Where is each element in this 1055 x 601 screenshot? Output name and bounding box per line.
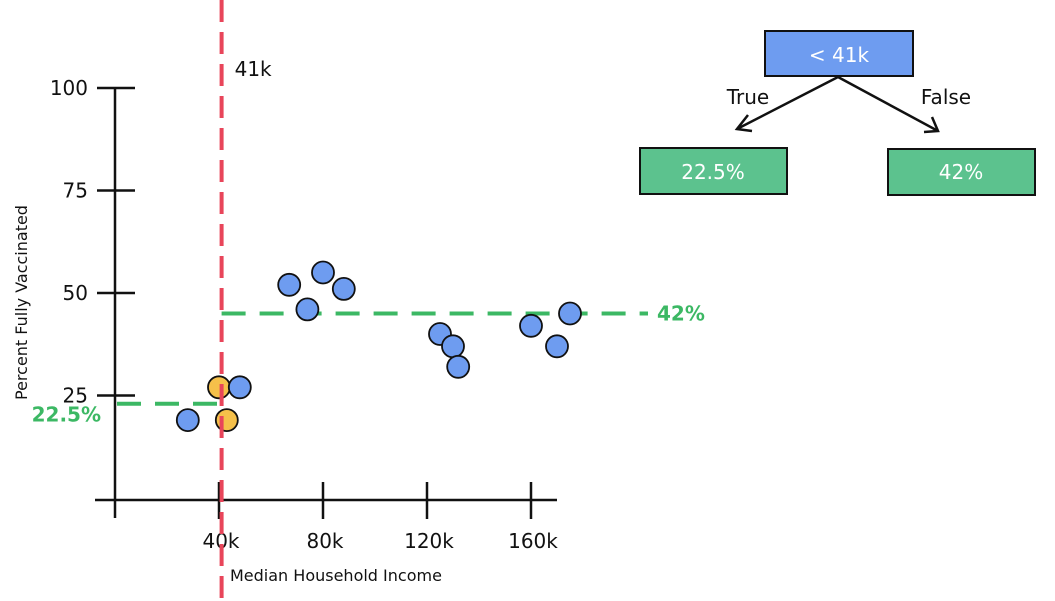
- x-tick-label-1: 80k: [306, 529, 343, 553]
- split-layer: 41k: [219, 0, 272, 601]
- y-tick-label-2: 75: [63, 179, 88, 203]
- data-point-7: [331, 276, 356, 301]
- tree-edge-true: [736, 75, 839, 131]
- data-point-5: [295, 297, 320, 322]
- prediction-label-0: 22.5%: [32, 403, 101, 427]
- prediction-label-1: 42%: [657, 302, 705, 326]
- y-axis-title: Percent Fully Vaccinated: [12, 205, 31, 400]
- y-tick-label-1: 50: [63, 281, 88, 305]
- data-point-3: [227, 375, 252, 400]
- tree-edge-true-arrowhead: [734, 114, 753, 133]
- data-point-12: [545, 334, 569, 359]
- data-point-2: [214, 408, 239, 433]
- tree-root-label: < 41k: [809, 43, 870, 67]
- data-point-9: [441, 334, 465, 359]
- data-point-13: [558, 301, 582, 326]
- tree-leaf-left-label: 22.5%: [681, 160, 745, 184]
- tree-leaf-right-label: 42%: [939, 160, 983, 184]
- x-tick-label-3: 160k: [508, 529, 558, 553]
- x-tick-label-2: 120k: [404, 529, 454, 553]
- tree-branch-true-label: True: [726, 85, 769, 109]
- tree-leaf-right: [887, 148, 1036, 196]
- x-axis-title: Median Household Income: [230, 566, 442, 585]
- data-point-1: [207, 375, 231, 400]
- split-label: 41k: [235, 57, 272, 81]
- data-points: [175, 260, 582, 433]
- data-point-4: [277, 272, 302, 297]
- tree-edge-false: [837, 75, 939, 133]
- y-tick-label-3: 100: [50, 76, 88, 100]
- data-point-0: [175, 408, 200, 433]
- tree-leaf-left: [639, 147, 788, 195]
- data-point-6: [311, 260, 335, 285]
- decision-tree: < 41k True False 22.5% 42%: [639, 30, 1036, 196]
- tree-branch-false-label: False: [921, 85, 971, 109]
- tree-edge-false-arrowhead: [923, 116, 940, 134]
- tree-root-node: [764, 30, 914, 77]
- prediction-lines: 22.5% 42%: [32, 302, 705, 427]
- data-point-10: [446, 354, 471, 379]
- y-tick-label-0: 25: [63, 384, 88, 408]
- data-point-11: [519, 313, 543, 338]
